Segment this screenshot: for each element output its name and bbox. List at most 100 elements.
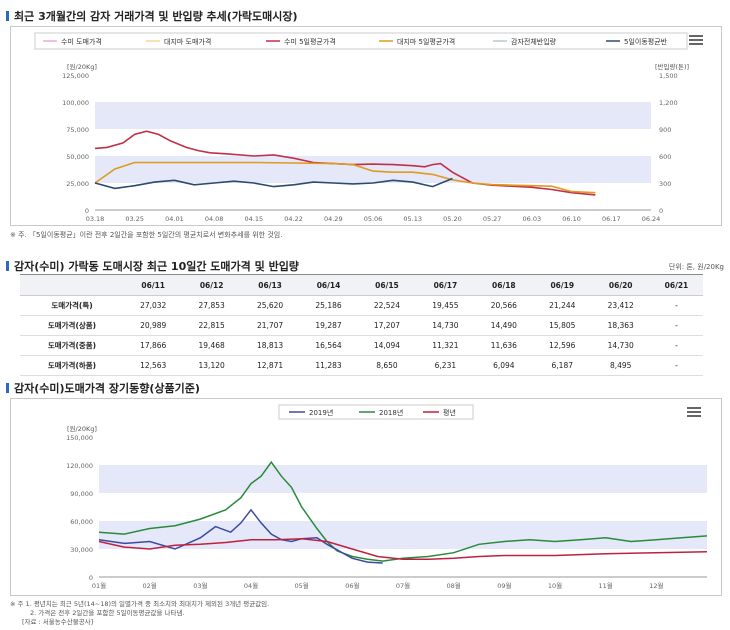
table-cell: - [649, 335, 703, 356]
table-cell: 25,186 [299, 295, 358, 316]
table-cell: 6,094 [474, 355, 534, 376]
table-cell: 21,244 [533, 295, 592, 316]
chart1-x-tick: 04.22 [284, 215, 303, 223]
chart3-x-tick: 01월 [92, 581, 106, 590]
table-row-label: 도매가격(특) [20, 295, 124, 316]
chart3-y-tick: 120,000 [66, 462, 93, 470]
table-cell: 6,231 [416, 355, 475, 376]
table-cell: 21,707 [240, 315, 300, 336]
chart1-y-right-tick: 1,200 [659, 99, 678, 107]
chart1-legend-label: 대지마 도매가격 [164, 37, 211, 46]
table-cell: 17,207 [357, 315, 417, 336]
chart3-x-tick: 07월 [396, 581, 410, 590]
chart1-legend-box [34, 32, 688, 50]
table-header-cell: 06/20 [591, 274, 650, 296]
table-cell: 17,866 [123, 335, 183, 356]
table-header-cell: 06/18 [474, 274, 534, 296]
chart3-x-tick: 02월 [143, 581, 157, 590]
chart1-series-line [94, 177, 453, 190]
chart3-band [99, 465, 707, 493]
table-cell: 12,871 [240, 355, 300, 376]
table-header-cell: 06/12 [182, 274, 241, 296]
chart1-legend-label: 감자전체반입량 [511, 37, 557, 46]
chart1-x-tick: 04.08 [205, 215, 224, 223]
chart1-menu-icon[interactable] [689, 35, 703, 47]
table-cell: - [649, 355, 703, 376]
chart1-y-left-tick: 100,000 [62, 99, 89, 107]
table-cell: 12,563 [123, 355, 183, 376]
table-header-cell: 06/17 [416, 274, 475, 296]
chart3-y-tick: 150,000 [66, 434, 93, 442]
table-cell: 8,495 [591, 355, 650, 376]
chart1-x-tick: 05.06 [364, 215, 383, 223]
chart3-x-tick: 10월 [548, 581, 562, 590]
chart1-y-right-tick: 900 [659, 126, 671, 134]
table-cell: 20,566 [474, 295, 534, 316]
chart1-legend-label: 5일이동평균반 [624, 37, 668, 46]
table-cell: 12,596 [533, 335, 592, 356]
table-header-cell [20, 274, 124, 296]
table-cell: 19,468 [182, 335, 241, 356]
table-cell: 18,813 [240, 335, 300, 356]
section3-note-2: 2. 가격은 전후 2일간을 포함한 5일이동평균값을 나타냄. [30, 609, 185, 617]
table-cell: 11,636 [474, 335, 534, 356]
table-row: 도매가격(중품) 17,866 19,468 18,813 16,564 14,094 11… [20, 335, 703, 356]
table-cell: 13,120 [182, 355, 241, 376]
table-header-cell: 06/13 [240, 274, 300, 296]
table-cell: 25,620 [240, 295, 300, 316]
chart3-x-tick: 04월 [244, 581, 258, 590]
table-header-cell: 06/14 [299, 274, 358, 296]
chart3-y-tick: 0 [89, 574, 93, 582]
chart1-x-tick: 06.10 [562, 215, 581, 223]
table-cell: 27,032 [123, 295, 183, 316]
table-cell: 19,455 [416, 295, 475, 316]
table-cell: 16,564 [299, 335, 358, 356]
chart3-x-tick: 11월 [599, 581, 613, 590]
table-cell: 11,283 [299, 355, 358, 376]
chart3-legend-label: 평년 [443, 408, 456, 417]
chart3-legend-label: 2019년 [309, 408, 333, 417]
chart3-series-line [98, 537, 708, 561]
table-header-cell: 06/11 [123, 274, 183, 296]
chart1-x-tick: 06.24 [642, 215, 661, 223]
section3-note-1: ※ 주 1. 평년치는 최근 5년(14~18)의 일별가격 중 최소치와 최대… [10, 600, 270, 608]
chart1-x-tick: 04.01 [165, 215, 184, 223]
chart3-y-unit: [원/20Kg] [67, 424, 97, 433]
table-header-cell: 06/21 [649, 274, 703, 296]
chart1-y-right-tick: 1,500 [659, 72, 678, 80]
chart3-series-line [98, 508, 383, 564]
chart3-legend-box [278, 404, 474, 420]
table-unit: 단위: 톤, 원/20Kg [668, 263, 724, 271]
chart3-x-tick: 08월 [447, 581, 461, 590]
chart1-x-tick: 06.17 [602, 215, 621, 223]
chart3-panel: 2019년 2018년 평년 [원/20Kg] 150,000 120,000 90,000… [10, 398, 722, 596]
chart1-x-tick: 06.03 [523, 215, 542, 223]
table-cell: 19,287 [299, 315, 358, 336]
chart3-x-tick: 05월 [295, 581, 309, 590]
table-body: 도매가격(특) 27,032 27,853 25,620 25,186 22,524 19,… [20, 295, 703, 376]
chart1-y-right-tick: 300 [659, 180, 671, 188]
chart1-x-tick: 05.20 [443, 215, 462, 223]
table-header-cell: 06/15 [357, 274, 417, 296]
table-row-label: 도매가격(상품) [20, 315, 124, 336]
table-row-label: 도매가격(하품) [20, 355, 124, 376]
chart1-y-left-tick: 75,000 [66, 126, 89, 134]
chart1-legend-label: 수미 도매가격 [61, 37, 102, 46]
chart1-band [95, 102, 651, 129]
chart1-y-left-tick: 50,000 [66, 153, 89, 161]
section1-title: 최근 3개월간의 감자 거래가격 및 반입량 추세(가락도매시장) [6, 8, 298, 24]
section3-note-3: [자료 : 서울농수산물공사] [22, 618, 94, 626]
table-cell: 20,989 [123, 315, 183, 336]
chart1-y-right-tick: 600 [659, 153, 671, 161]
table-cell: 23,412 [591, 295, 650, 316]
chart1-legend-label: 수미 5일평균가격 [284, 37, 336, 46]
chart1-x-tick: 04.15 [245, 215, 264, 223]
table-row-label: 도매가격(중품) [20, 335, 124, 356]
table-cell: - [649, 295, 703, 316]
chart3-menu-icon[interactable] [687, 407, 701, 419]
chart1-x-tick: 05.13 [403, 215, 422, 223]
table-header-row: 06/11 06/12 06/13 06/14 06/15 06/17 06/18 06/19… [20, 274, 703, 296]
table-cell: 14,730 [591, 335, 650, 356]
table-cell: 22,815 [182, 315, 241, 336]
table-cell: 11,321 [416, 335, 475, 356]
